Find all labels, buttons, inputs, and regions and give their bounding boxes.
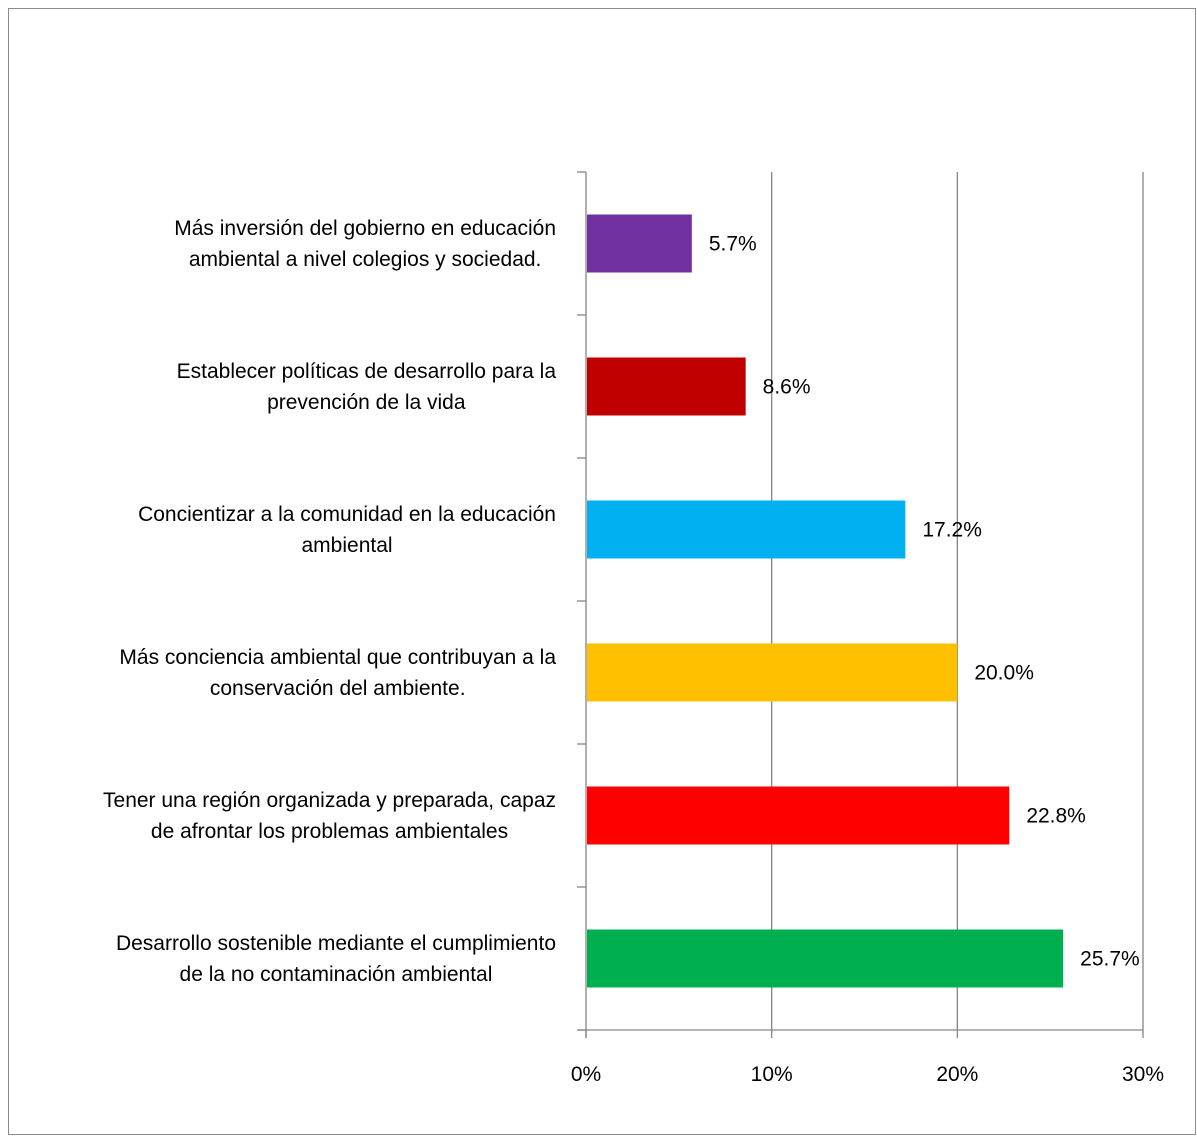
- gridlines: [771, 172, 1144, 1030]
- value-label-2: 17.2%: [922, 519, 982, 542]
- category-label-5-line-1: de la no contaminación ambiental: [180, 963, 493, 986]
- x-tick-label-3: 30%: [1122, 1063, 1164, 1086]
- category-label-1: Establecer políticas de desarrollo para …: [177, 360, 557, 414]
- category-label-3-line-1: conservación del ambiente.: [210, 677, 466, 700]
- category-label-5-line-0: Desarrollo sostenible mediante el cumpli…: [116, 932, 556, 955]
- bar-2: [587, 500, 906, 559]
- category-label-3-line-0: Más conciencia ambiental que contribuyan…: [119, 646, 556, 669]
- value-label-5: 25.7%: [1080, 948, 1140, 971]
- x-tick-label-2: 20%: [936, 1063, 978, 1086]
- category-label-2-line-0: Concientizar a la comunidad en la educac…: [138, 503, 556, 526]
- category-label-5: Desarrollo sostenible mediante el cumpli…: [116, 932, 556, 986]
- value-label-1: 8.6%: [763, 376, 811, 399]
- category-label-4-line-0: Tener una región organizada y preparada,…: [103, 789, 556, 812]
- category-label-0-line-0: Más inversión del gobierno en educación: [174, 217, 556, 240]
- x-tick-label-1: 10%: [751, 1063, 793, 1086]
- bar-0: [587, 214, 692, 273]
- category-labels: Más inversión del gobierno en educación a…: [103, 217, 556, 986]
- category-label-2-line-1: ambiental: [302, 534, 393, 557]
- category-label-0: Más inversión del gobierno en educación a…: [174, 217, 556, 271]
- category-label-2: Concientizar a la comunidad en la educac…: [138, 503, 556, 557]
- value-labels: 5.7% 8.6% 17.2% 20.0% 22.8% 25.7%: [709, 233, 1140, 971]
- bars: [587, 214, 1064, 988]
- value-label-3: 20.0%: [974, 662, 1034, 685]
- bar-5: [587, 929, 1064, 988]
- value-label-0: 5.7%: [709, 233, 757, 256]
- category-label-4: Tener una región organizada y preparada,…: [103, 789, 556, 843]
- value-label-4: 22.8%: [1026, 805, 1086, 828]
- bar-1: [587, 357, 746, 416]
- x-tick-labels: 0% 10% 20% 30%: [571, 1063, 1164, 1086]
- category-label-1-line-0: Establecer políticas de desarrollo para …: [177, 360, 557, 383]
- chart-frame: [8, 8, 1196, 1135]
- bar-3: [587, 643, 958, 702]
- category-label-4-line-1: de afrontar los problemas ambientales: [151, 820, 508, 843]
- category-label-3: Más conciencia ambiental que contribuyan…: [119, 646, 556, 700]
- axes: [577, 171, 1144, 1038]
- x-tick-label-0: 0%: [571, 1063, 601, 1086]
- category-label-1-line-1: prevención de la vida: [267, 391, 466, 414]
- bar-4: [587, 786, 1010, 845]
- category-label-0-line-1: ambiental a nivel colegios y sociedad.: [189, 248, 542, 271]
